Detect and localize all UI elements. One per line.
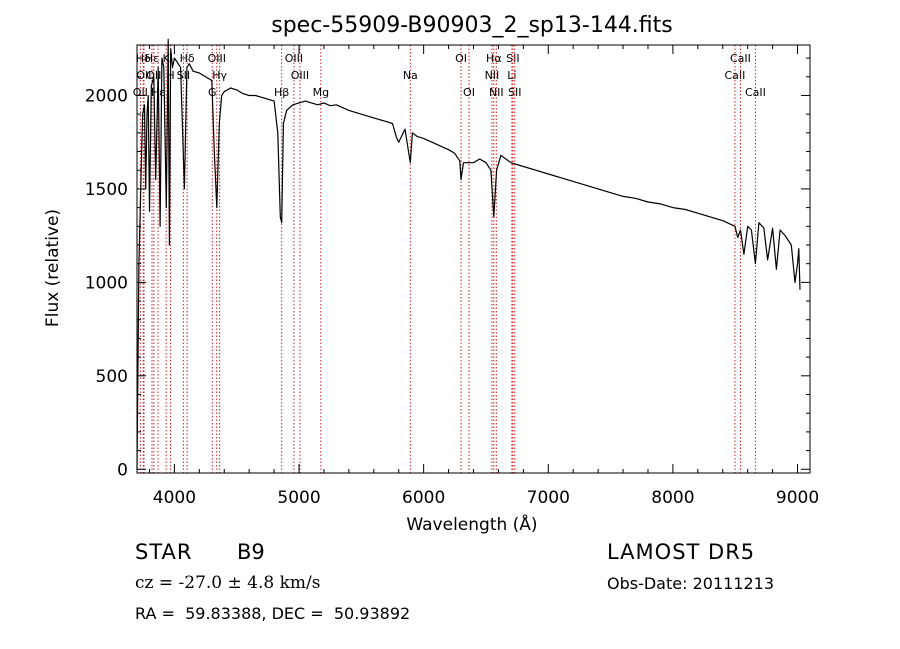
y-tick-label-3: 1500 [85, 180, 128, 200]
marker-label-26: CaII [725, 69, 746, 82]
y-tick-label-0: 0 [117, 460, 128, 480]
marker-label-23: SII [506, 52, 519, 65]
marker-label-19: OI [463, 86, 475, 99]
observation-date: Obs-Date: 20111213 [607, 574, 775, 593]
x-axis-label: Wavelength (Å) [406, 513, 537, 535]
marker-label-22: NII [489, 86, 504, 99]
y-tick-label-4: 2000 [85, 86, 128, 106]
plot-frame [136, 44, 811, 474]
marker-label-27: CaII [730, 52, 751, 65]
object-subclass: B9 [237, 540, 265, 564]
marker-label-11: OIII [208, 52, 226, 65]
x-tick-label-4: 8000 [651, 488, 694, 508]
marker-label-6: K [163, 52, 171, 65]
y-axis: 0 500 1000 1500 2000 [85, 57, 810, 480]
marker-label-1: Hδ [136, 52, 151, 65]
x-tick-label-1: 5000 [277, 488, 320, 508]
marker-label-25: SII [508, 86, 521, 99]
spectrum-line-0 [136, 38, 801, 470]
marker-label-18: OI [455, 52, 467, 65]
x-tick-label-5: 9000 [776, 488, 819, 508]
marker-label-0: OII [133, 86, 148, 99]
x-axis: 4000 5000 6000 7000 8000 9000 [148, 45, 819, 508]
y-axis-label: Flux (relative) [43, 209, 63, 327]
marker-label-17: Na [403, 69, 418, 82]
marker-label-3: Hε [145, 52, 159, 65]
x-tick-label-2: 6000 [402, 488, 445, 508]
marker-label-15: OIII [291, 69, 309, 82]
marker-label-20: Hα [486, 52, 502, 65]
redshift-text: cz = -27.0 ± 4.8 km/s [135, 573, 321, 593]
y-tick-label-1: 500 [96, 367, 128, 387]
coordinates: RA = 59.83388, DEC = 50.93892 [135, 604, 411, 623]
marker-label-16: Mg [313, 86, 329, 99]
marker-label-13: Hβ [274, 86, 289, 99]
chart-title: spec-55909-B90903_2_sp13-144.fits [271, 13, 673, 38]
x-tick-label-0: 4000 [153, 488, 196, 508]
survey-name: LAMOST DR5 [607, 540, 756, 564]
x-tick-label-3: 7000 [527, 488, 570, 508]
marker-label-28: CaII [745, 86, 766, 99]
marker-label-2: OII [136, 69, 151, 82]
object-type: STAR [135, 540, 193, 564]
y-tick-label-2: 1000 [85, 273, 128, 293]
spectrum-series [136, 38, 801, 470]
marker-label-21: NII [485, 69, 500, 82]
marker-label-24: Li [507, 69, 516, 82]
marker-label-9: SII [177, 69, 190, 82]
marker-label-14: OIII [285, 52, 303, 65]
marker-label-8: Hδ [180, 52, 195, 65]
marker-label-12: Hγ [212, 69, 227, 82]
spectral-line-markers: OIIHδOIIHεOIIHεKHHδSIIGOIIIHγHβOIIIOIIIM… [133, 45, 766, 473]
